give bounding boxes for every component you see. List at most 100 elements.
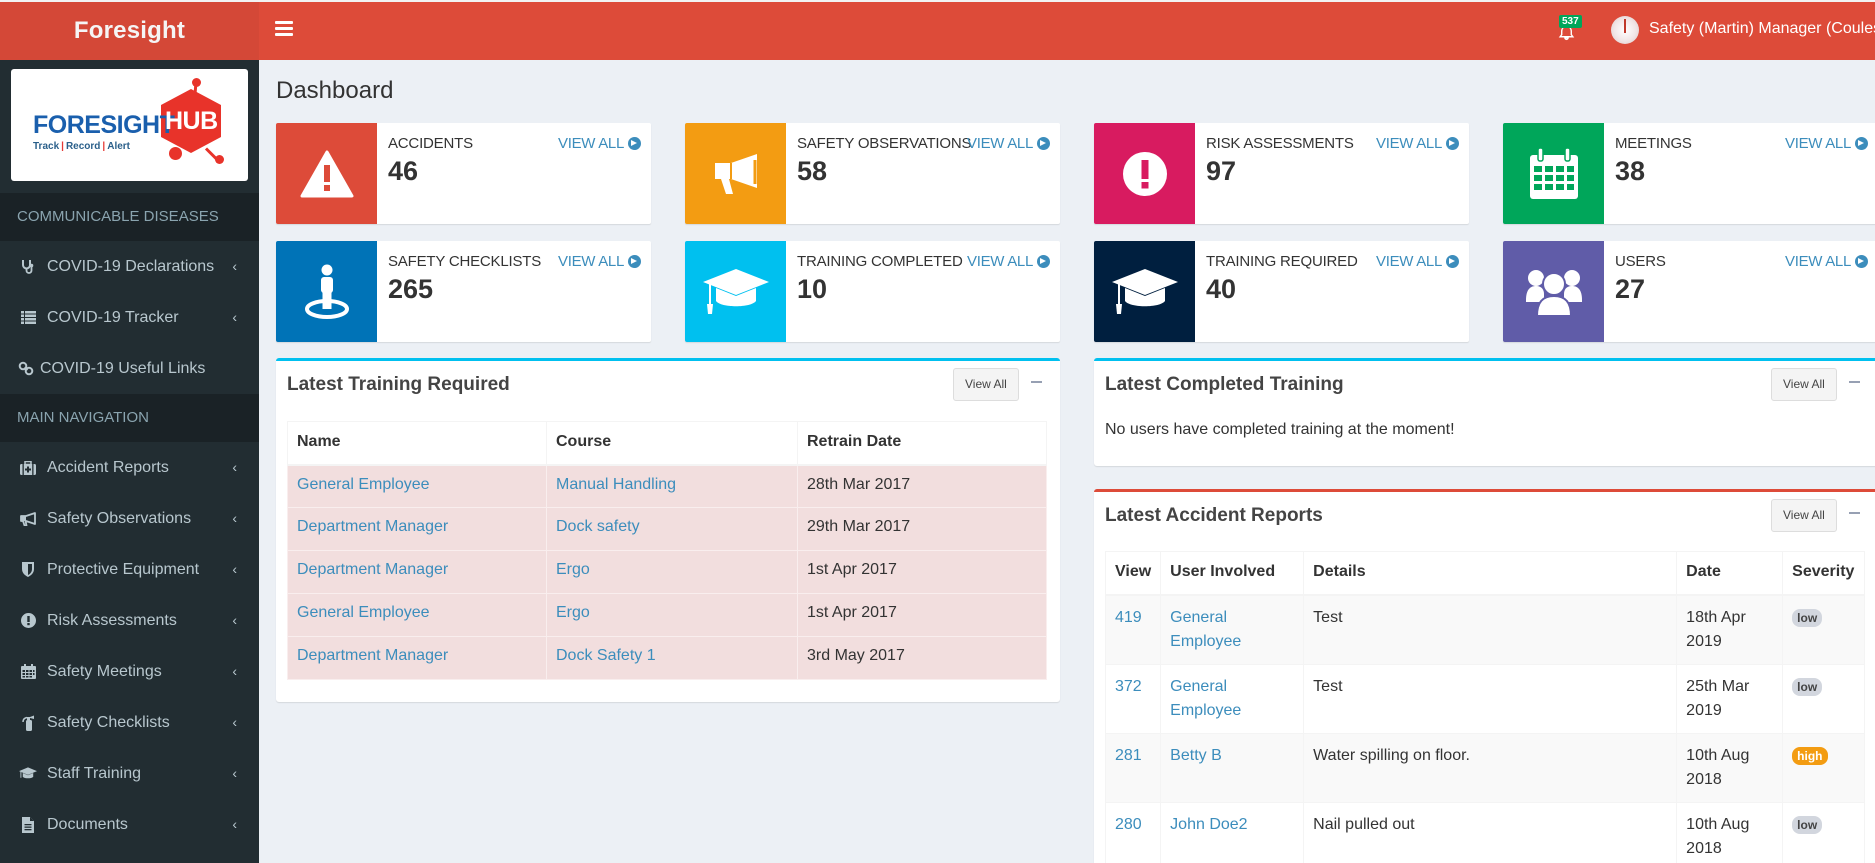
date: 25th Mar 2019: [1676, 663, 1784, 734]
sidebar-item-accident-reports[interactable]: Accident Reports ‹: [0, 442, 259, 493]
training-required-table: Name Course Retrain Date General Employe…: [287, 421, 1047, 680]
latest-training-required-panel: Latest Training Required View All Name C…: [276, 358, 1060, 702]
graduation-cap-icon: [19, 766, 37, 782]
sidebar-item-label: COVID-19 Tracker: [47, 308, 179, 326]
view-report-link[interactable]: 419: [1115, 608, 1142, 626]
sidebar-item-staff-training[interactable]: Staff Training ‹: [0, 748, 259, 799]
view-all-safety-checklists-link[interactable]: VIEW ALL: [558, 253, 641, 270]
sidebar-item-safety-checklists[interactable]: Safety Checklists ‹: [0, 697, 259, 748]
page-title: Dashboard: [276, 77, 394, 104]
user-menu[interactable]: Safety (Martin) Manager (Coules): [1649, 20, 1875, 37]
view-all-completed-training-button[interactable]: View All: [1771, 368, 1837, 401]
info-value: 10: [797, 274, 828, 304]
arrow-circle-right-icon: [1037, 137, 1050, 150]
empty-state-message: No users have completed training at the …: [1105, 421, 1455, 438]
latest-accident-reports-panel: Latest Accident Reports View All View Us…: [1094, 489, 1875, 863]
stethoscope-icon: [19, 259, 37, 275]
sidebar-toggle-button[interactable]: [275, 21, 293, 39]
column-header-details: Details: [1303, 551, 1678, 596]
sidebar-item-safety-observations[interactable]: Safety Observations ‹: [0, 493, 259, 544]
table-row: Department Manager Dock safety 29th Mar …: [287, 507, 1047, 551]
user-link[interactable]: Betty B: [1170, 746, 1222, 764]
employee-link[interactable]: Department Manager: [297, 518, 449, 535]
severity-badge: high: [1792, 746, 1828, 765]
date: 10th Aug 2018: [1676, 732, 1784, 803]
hamburger-icon-bar: [275, 33, 293, 36]
panel-title: Latest Completed Training: [1105, 374, 1344, 395]
info-box-risk-assessments: RISK ASSESSMENTS 97 VIEW ALL: [1094, 123, 1469, 224]
hub-logo-dot: [215, 155, 224, 164]
chevron-left-icon: ‹: [232, 612, 237, 628]
sidebar-item-label: Protective Equipment: [47, 560, 200, 578]
sidebar-heading-communicable-diseases: COMMUNICABLE DISEASES: [0, 193, 259, 241]
employee-link[interactable]: Department Manager: [297, 561, 449, 578]
collapse-minus-icon[interactable]: [1848, 375, 1862, 391]
info-value: 38: [1615, 156, 1646, 186]
sidebar-item-label: COVID-19 Useful Links: [40, 359, 206, 377]
course-link[interactable]: Dock Safety 1: [556, 647, 656, 664]
link-icon: [17, 361, 35, 377]
chevron-left-icon: ‹: [232, 510, 237, 526]
sidebar-item-documents[interactable]: Documents ‹: [0, 799, 259, 850]
user-link[interactable]: John Doe2: [1170, 815, 1248, 833]
table-row: General Employee Ergo 1st Apr 2017: [287, 593, 1047, 637]
info-value: 46: [388, 156, 419, 186]
view-all-risk-assessments-link[interactable]: VIEW ALL: [1376, 135, 1459, 152]
view-all-meetings-link[interactable]: VIEW ALL: [1785, 135, 1868, 152]
calendar-icon: [1503, 123, 1604, 224]
employee-link[interactable]: General Employee: [297, 475, 430, 493]
hub-logo-dot: [169, 147, 182, 160]
sidebar-item-covid-declarations[interactable]: COVID-19 Declarations ‹: [0, 241, 259, 292]
course-link[interactable]: Ergo: [556, 604, 590, 621]
view-all-training-required-button[interactable]: View All: [953, 368, 1019, 401]
collapse-minus-icon[interactable]: [1848, 506, 1862, 522]
info-label: RISK ASSESSMENTS: [1206, 135, 1354, 152]
view-all-accident-reports-button[interactable]: View All: [1771, 499, 1837, 532]
table-row: General Employee Manual Handling 28th Ma…: [287, 464, 1047, 508]
view-report-link[interactable]: 281: [1115, 746, 1142, 764]
column-header-view: View: [1104, 551, 1162, 596]
arrow-circle-right-icon: [1855, 137, 1868, 150]
date: 10th Aug 2018: [1676, 801, 1784, 863]
top-navbar: 537 Safety (Martin) Manager (Coules): [259, 2, 1875, 60]
sidebar-item-covid-tracker[interactable]: COVID-19 Tracker ‹: [0, 292, 259, 343]
notifications-button[interactable]: 537: [1555, 15, 1583, 46]
view-report-link[interactable]: 372: [1115, 677, 1142, 695]
arrow-circle-right-icon: [1446, 137, 1459, 150]
info-label: ACCIDENTS: [388, 135, 473, 152]
employee-link[interactable]: Department Manager: [297, 647, 449, 664]
course-link[interactable]: Ergo: [556, 561, 590, 578]
sidebar-item-protective-equipment[interactable]: Protective Equipment ‹: [0, 544, 259, 595]
list-icon: [19, 310, 37, 326]
employee-link[interactable]: General Employee: [297, 604, 430, 621]
collapse-minus-icon[interactable]: [1030, 375, 1044, 391]
view-all-training-completed-link[interactable]: VIEW ALL: [967, 253, 1050, 270]
info-value: 58: [797, 156, 828, 186]
view-all-accidents-link[interactable]: VIEW ALL: [558, 135, 641, 152]
hamburger-icon-bar: [275, 27, 293, 30]
brand-tagline: Track | Record | Alert: [33, 141, 131, 152]
bullhorn-icon: [19, 511, 37, 527]
info-label: SAFETY CHECKLISTS: [388, 253, 542, 270]
medkit-icon: [19, 460, 37, 476]
fire-extinguisher-icon: [19, 715, 37, 731]
sidebar-item-covid-useful-links[interactable]: COVID-19 Useful Links: [0, 343, 259, 394]
sidebar-heading-main-navigation: MAIN NAVIGATION: [0, 394, 259, 442]
view-all-users-link[interactable]: VIEW ALL: [1785, 253, 1868, 270]
sidebar-item-safety-meetings[interactable]: Safety Meetings ‹: [0, 646, 259, 697]
users-icon: [1503, 241, 1604, 342]
table-header-row: View User Involved Details Date Severity: [1104, 551, 1865, 596]
app-title: Foresight: [73, 17, 186, 44]
app-logo[interactable]: Foresight: [0, 2, 259, 60]
course-link[interactable]: Manual Handling: [556, 475, 677, 493]
user-avatar[interactable]: [1611, 16, 1639, 44]
view-all-safety-observations-link[interactable]: VIEW ALL: [967, 135, 1050, 152]
user-link[interactable]: General Employee: [1170, 677, 1242, 719]
chevron-left-icon: ‹: [232, 258, 237, 274]
course-link[interactable]: Dock safety: [556, 518, 640, 535]
sidebar-item-label: Accident Reports: [47, 458, 169, 476]
sidebar-item-risk-assessments[interactable]: Risk Assessments ‹: [0, 595, 259, 646]
view-all-training-required-link[interactable]: VIEW ALL: [1376, 253, 1459, 270]
view-report-link[interactable]: 280: [1115, 815, 1142, 833]
user-link[interactable]: General Employee: [1170, 608, 1242, 650]
